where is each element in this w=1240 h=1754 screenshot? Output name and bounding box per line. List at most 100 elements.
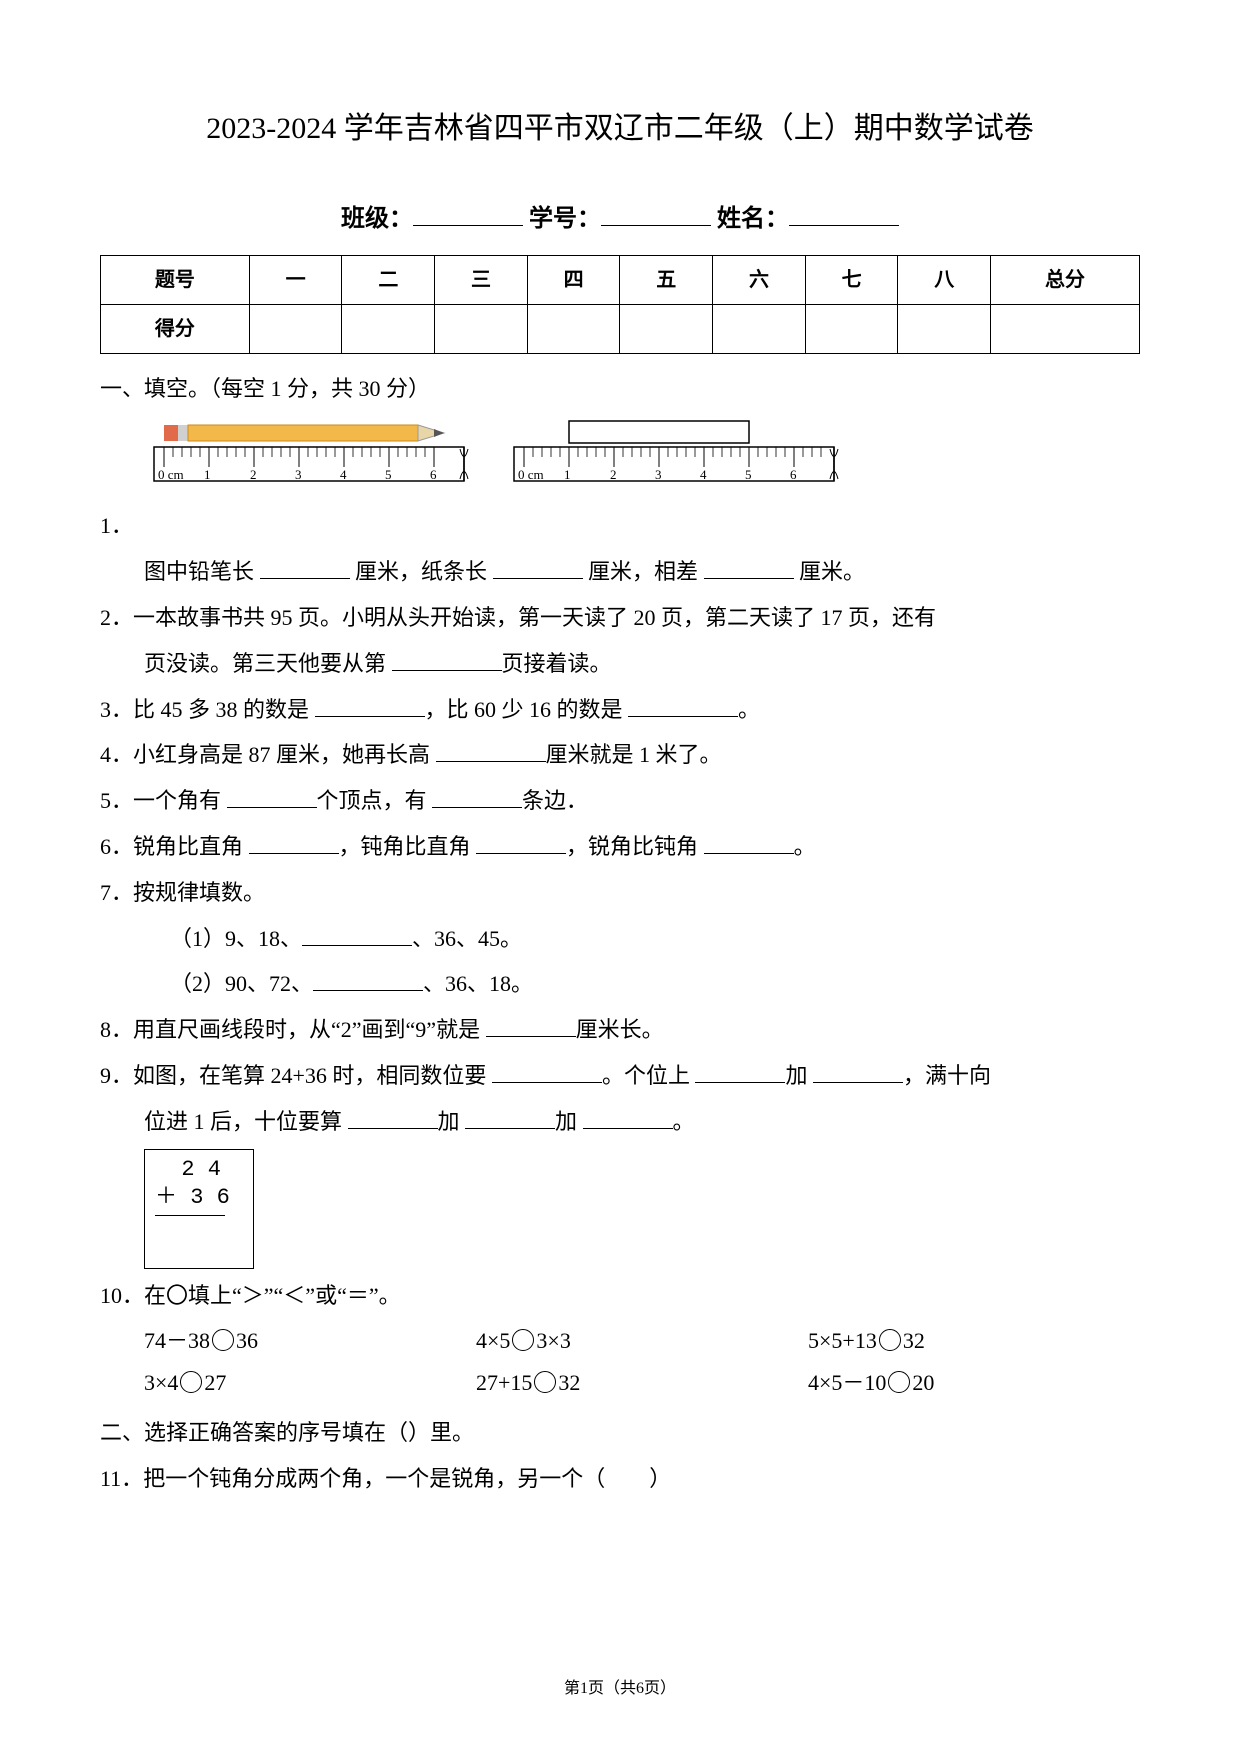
- q6-blank2[interactable]: [476, 829, 566, 854]
- col-head: 四: [527, 255, 620, 304]
- q9-blank2[interactable]: [695, 1058, 785, 1083]
- q7-blank2[interactable]: [313, 966, 423, 991]
- score-cell[interactable]: [713, 304, 806, 353]
- page-title: 2023-2024 学年吉林省四平市双辽市二年级（上）期中数学试卷: [100, 100, 1140, 157]
- name-label: 姓名：: [717, 206, 789, 232]
- q1-figures: 0 cm 1 2 3 4 5 6: [144, 419, 1140, 499]
- q8: 8．用直尺画线段时，从“2”画到“9”就是 厘米长。: [100, 1009, 1140, 1051]
- q10-row2: 3×427 27+1532 4×5－1020: [144, 1362, 1140, 1404]
- q7-p1: （1）9、18、、36、45。: [100, 918, 1140, 960]
- svg-text:4: 4: [700, 467, 707, 482]
- svg-text:3: 3: [655, 467, 662, 482]
- svg-text:1: 1: [564, 467, 571, 482]
- q9-b: 。个位上: [602, 1063, 696, 1088]
- q11: 11．把一个钝角分成两个角，一个是锐角，另一个（ ）: [100, 1458, 1140, 1500]
- q3-blank1[interactable]: [315, 691, 425, 716]
- q7-p2b: 、36、18。: [423, 971, 533, 996]
- circle-blank[interactable]: [512, 1329, 534, 1351]
- q4: 4．小红身高是 87 厘米，她再长高 厘米就是 1 米了。: [100, 734, 1140, 776]
- score-cell[interactable]: [898, 304, 991, 353]
- q1-blank1[interactable]: [260, 554, 350, 579]
- q3: 3．比 45 多 38 的数是 ，比 60 少 16 的数是 。: [100, 689, 1140, 731]
- q9-blank5[interactable]: [465, 1104, 555, 1129]
- name-blank[interactable]: [789, 199, 899, 226]
- ruler-strip-icon: 0 cm 1 2 3 4 5 6: [504, 419, 844, 499]
- score-cell[interactable]: [342, 304, 435, 353]
- circle-blank[interactable]: [180, 1371, 202, 1393]
- q3-b: ，比 60 少 16 的数是: [425, 697, 629, 722]
- svg-text:5: 5: [385, 467, 392, 482]
- comp-right: 32: [558, 1370, 580, 1395]
- q11-num: 11．: [100, 1466, 143, 1491]
- q10: 10．在〇填上“＞”“＜”或“＝”。: [100, 1275, 1140, 1317]
- comp-left: 5×5+13: [808, 1328, 877, 1353]
- q4-b: 厘米就是 1 米了。: [546, 742, 722, 767]
- col-head: 七: [805, 255, 898, 304]
- score-cell[interactable]: [991, 304, 1140, 353]
- q2-line2: 页没读。第三天他要从第 页接着读。: [100, 643, 1140, 685]
- q3-c: 。: [738, 697, 760, 722]
- score-cell[interactable]: [527, 304, 620, 353]
- q6-a: 锐角比直角: [133, 834, 249, 859]
- svg-text:2: 2: [610, 467, 617, 482]
- circle-blank[interactable]: [888, 1371, 910, 1393]
- q1-text: 图中铅笔长 厘米，纸条长 厘米，相差 厘米。: [100, 551, 1140, 593]
- comp-left: 4×5: [476, 1328, 510, 1353]
- circle-blank[interactable]: [212, 1329, 234, 1351]
- q5-a: 一个角有: [133, 788, 227, 813]
- class-label: 班级：: [341, 206, 413, 232]
- q1-num: 1．: [100, 505, 133, 547]
- id-blank[interactable]: [601, 199, 711, 226]
- class-blank[interactable]: [413, 199, 523, 226]
- q5-c: 条边．: [522, 788, 588, 813]
- q1-blank3[interactable]: [704, 554, 794, 579]
- q8-blank[interactable]: [486, 1012, 576, 1037]
- score-cell[interactable]: [620, 304, 713, 353]
- q6-blank1[interactable]: [249, 829, 339, 854]
- q9-blank1[interactable]: [492, 1058, 602, 1083]
- score-cell[interactable]: [805, 304, 898, 353]
- q10-r2c3: 4×5－1020: [808, 1362, 1140, 1404]
- q1-blank2[interactable]: [493, 554, 583, 579]
- q2-blank[interactable]: [392, 646, 502, 671]
- comp-right: 27: [204, 1370, 226, 1395]
- comp-left: 74－38: [144, 1328, 210, 1353]
- q5-blank1[interactable]: [227, 783, 317, 808]
- q9-blank6[interactable]: [583, 1104, 673, 1129]
- col-head: 一: [249, 255, 342, 304]
- q10-r1c2: 4×53×3: [476, 1320, 808, 1362]
- score-table: 题号 一 二 三 四 五 六 七 八 总分 得分: [100, 255, 1140, 354]
- q3-a: 比 45 多 38 的数是: [133, 697, 315, 722]
- q9-blank4[interactable]: [348, 1104, 438, 1129]
- q6-blank3[interactable]: [704, 829, 794, 854]
- q9-blank3[interactable]: [813, 1058, 903, 1083]
- q5-blank2[interactable]: [432, 783, 522, 808]
- q1-c: 厘米，相差: [588, 559, 704, 584]
- student-info-line: 班级： 学号： 姓名：: [100, 197, 1140, 243]
- q7-num: 7．: [100, 880, 133, 905]
- q3-blank2[interactable]: [628, 691, 738, 716]
- circle-blank[interactable]: [879, 1329, 901, 1351]
- q7-blank1[interactable]: [302, 920, 412, 945]
- circle-blank[interactable]: [534, 1371, 556, 1393]
- q2-l1: 一本故事书共 95 页。小明从头开始读，第一天读了 20 页，第二天读了 17 …: [133, 605, 936, 630]
- comp-left: 4×5－10: [808, 1370, 886, 1395]
- q7-p2a: （2）90、72、: [170, 971, 313, 996]
- q6: 6．锐角比直角 ，钝角比直角 ，锐角比钝角 。: [100, 826, 1140, 868]
- score-cell[interactable]: [249, 304, 342, 353]
- q9-num: 9．: [100, 1063, 133, 1088]
- comp-right: 36: [236, 1328, 258, 1353]
- q4-blank[interactable]: [436, 737, 546, 762]
- q10-r2c1: 3×427: [144, 1362, 476, 1404]
- q9-l2c: 加: [555, 1109, 583, 1134]
- calc-line: [155, 1215, 225, 1216]
- calc-figure: 2 4 ＋ 3 6: [144, 1149, 254, 1269]
- q2: 2．一本故事书共 95 页。小明从头开始读，第一天读了 20 页，第二天读了 1…: [100, 597, 1140, 639]
- ruler-pencil-icon: 0 cm 1 2 3 4 5 6: [144, 419, 474, 499]
- q11-text: 把一个钝角分成两个角，一个是锐角，另一个（ ）: [143, 1466, 671, 1491]
- col-head: 五: [620, 255, 713, 304]
- q8-a: 用直尺画线段时，从“2”画到“9”就是: [133, 1017, 486, 1042]
- score-cell[interactable]: [435, 304, 528, 353]
- col-head: 二: [342, 255, 435, 304]
- col-head: 三: [435, 255, 528, 304]
